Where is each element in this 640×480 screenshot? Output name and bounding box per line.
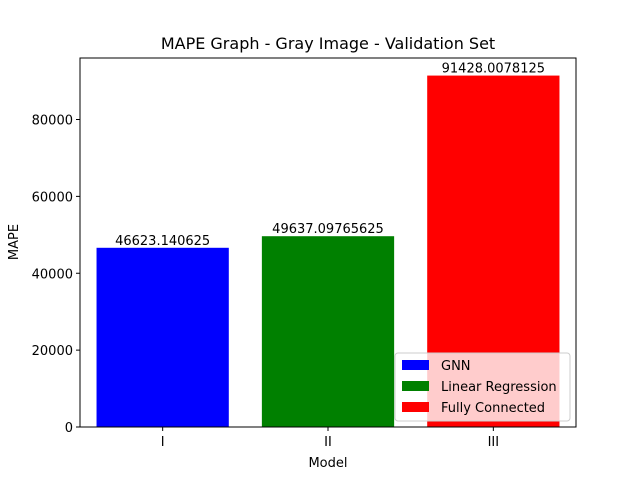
y-tick-label-5: 80000 <box>32 114 73 129</box>
x-tick-label-1: I <box>161 435 165 450</box>
legend-label-2: Linear Regression <box>441 380 557 395</box>
bar-2 <box>261 236 395 427</box>
y-tick-label-2: 20000 <box>32 344 73 359</box>
legend-swatch-2 <box>402 381 429 391</box>
y-tick-label-1: 0 <box>65 421 73 436</box>
legend-swatch-1 <box>402 360 429 370</box>
x-tick-label-2: II <box>324 435 332 450</box>
y-axis-title: MAPE <box>7 224 22 260</box>
bar-value-label-1: 46623.140625 <box>115 234 210 249</box>
bar-value-label-3: 91428.0078125 <box>442 62 545 77</box>
chart-title: MAPE Graph - Gray Image - Validation Set <box>161 34 495 53</box>
bar-value-label-2: 49637.09765625 <box>272 222 384 237</box>
bar-1 <box>96 247 229 427</box>
x-axis-title: Model <box>308 456 347 471</box>
legend-frame <box>394 352 571 422</box>
legend-label-3: Fully Connected <box>441 401 545 416</box>
legend: GNN Linear Regression Fully Connected <box>394 352 571 422</box>
legend-label-1: GNN <box>441 359 471 374</box>
data-labels-group: 46623.140625 49637.09765625 91428.0078125 <box>115 62 545 249</box>
x-tick-label-3: III <box>488 435 500 450</box>
y-tick-label-4: 60000 <box>32 190 73 205</box>
legend-swatch-3 <box>402 402 429 412</box>
x-axis: I II III <box>161 427 499 450</box>
y-axis: 0 20000 40000 60000 80000 <box>32 114 80 436</box>
y-tick-label-3: 40000 <box>32 267 73 282</box>
